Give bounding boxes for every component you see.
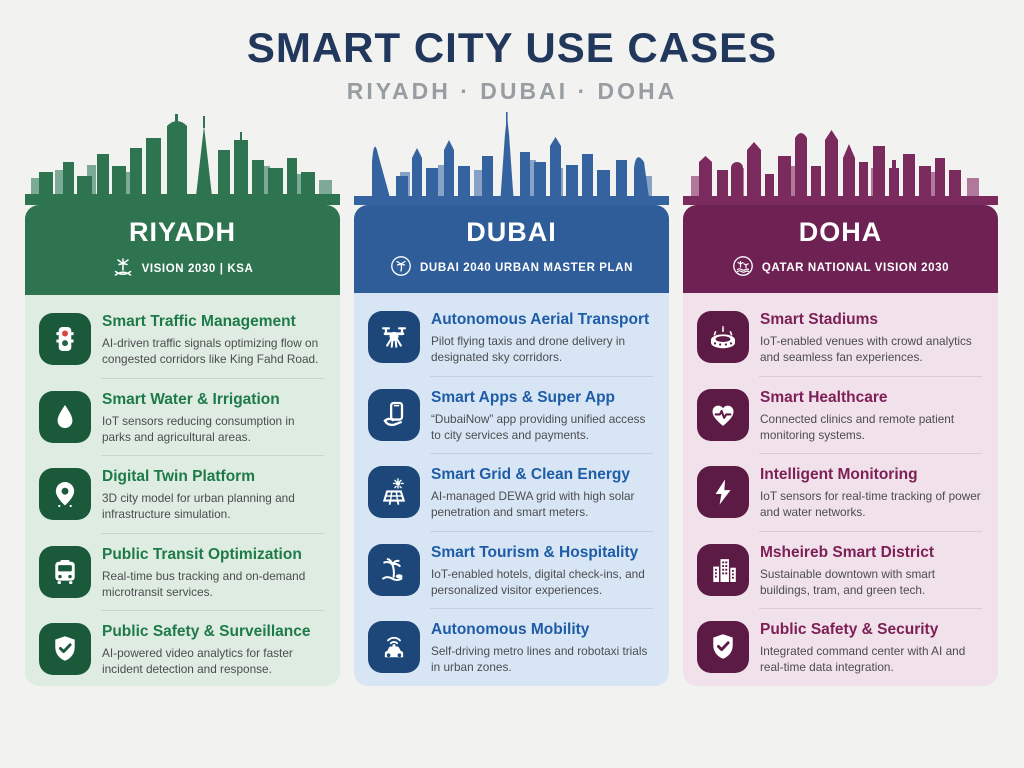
use-case-item: Smart Healthcare Connected clinics and r… bbox=[695, 387, 986, 444]
city-name: DUBAI bbox=[466, 217, 557, 247]
use-case-desc: Self-driving metro lines and robotaxi tr… bbox=[431, 644, 648, 675]
doha-skyline bbox=[683, 110, 998, 205]
use-case-title: Smart Grid & Clean Energy bbox=[431, 466, 630, 484]
use-case-title: Smart Apps & Super App bbox=[431, 388, 616, 406]
use-case-item: Msheireb Smart District Sustainable down… bbox=[695, 542, 986, 599]
divider bbox=[101, 455, 324, 457]
use-case-desc: IoT-enabled venues with crowd analytics … bbox=[760, 334, 972, 365]
palm-beach-icon bbox=[368, 543, 420, 596]
circle-palm-icon bbox=[390, 255, 412, 280]
use-case-item: Autonomous Mobility Self-driving metro l… bbox=[366, 619, 657, 676]
use-case-desc: 3D city model for urban planning and inf… bbox=[102, 491, 295, 522]
car-wifi-icon bbox=[368, 621, 420, 674]
riyadh-header: RIYADH VISION 2030 bbox=[25, 205, 340, 295]
use-case-item: Digital Twin Platform 3D city model for … bbox=[37, 466, 328, 523]
divider bbox=[759, 453, 982, 455]
use-case-desc: AI-managed DEWA grid with high solar pen… bbox=[431, 489, 635, 520]
use-case-desc: IoT sensors reducing consumption in park… bbox=[102, 413, 295, 444]
stadium-icon bbox=[697, 311, 749, 363]
solar-panel-icon bbox=[368, 466, 420, 519]
use-case-desc: IoT-enabled hotels, digital check-ins, a… bbox=[431, 566, 645, 597]
dubai-body: Autonomous Aerial Transport Pilot flying… bbox=[354, 293, 669, 686]
use-case-item: Smart Grid & Clean Energy AI-managed DEW… bbox=[366, 464, 657, 521]
use-case-title: Public Safety & Surveillance bbox=[102, 623, 311, 641]
lightning-bolt-icon bbox=[697, 466, 749, 519]
column-doha: DOHA QATAR NATIONAL bbox=[683, 110, 998, 686]
column-riyadh: RIYADH VISION 2030 bbox=[25, 110, 340, 686]
column-dubai: DUBAI DUBAI 2040 URBAN MASTER PLAN bbox=[354, 110, 669, 686]
use-case-desc: IoT sensors for real-time tracking of po… bbox=[760, 489, 981, 520]
divider bbox=[101, 377, 324, 379]
water-drop-icon bbox=[39, 390, 91, 443]
use-case-desc: Pilot flying taxis and drone delivery in… bbox=[431, 334, 626, 365]
use-case-title: Autonomous Mobility bbox=[431, 621, 590, 639]
page-subtitle: RIYADH · DUBAI · DOHA bbox=[346, 78, 678, 104]
phone-hand-icon bbox=[368, 388, 420, 441]
page-title: SMART CITY USE CASES bbox=[246, 24, 778, 71]
use-case-title: Digital Twin Platform bbox=[102, 468, 255, 486]
riyadh-body: Smart Traffic Management AI-driven traff… bbox=[25, 295, 340, 686]
use-case-item: Smart Water & Irrigation IoT sensors red… bbox=[37, 389, 328, 446]
divider bbox=[759, 375, 982, 377]
divider bbox=[430, 375, 653, 377]
use-case-desc: Integrated command center with AI and re… bbox=[760, 644, 966, 675]
use-case-desc: Connected clinics and remote patient mon… bbox=[760, 411, 955, 442]
use-case-item: Smart Traffic Management AI-driven traff… bbox=[37, 311, 328, 368]
use-case-item: Public Transit Optimization Real-time bu… bbox=[37, 544, 328, 601]
use-case-title: Public Transit Optimization bbox=[102, 545, 302, 563]
use-case-desc: AI-driven traffic signals optimizing flo… bbox=[102, 336, 319, 367]
use-case-desc: “DubaiNow” app providing unified access … bbox=[431, 411, 646, 442]
shield-check-icon bbox=[39, 623, 91, 676]
use-case-item: Smart Stadiums IoT-enabled venues with c… bbox=[695, 309, 986, 366]
use-case-title: Smart Tourism & Hospitality bbox=[431, 543, 639, 561]
saudi-palm-swords-icon bbox=[112, 255, 134, 282]
use-case-title: Smart Stadiums bbox=[760, 311, 879, 328]
use-case-desc: AI-powered video analytics for faster in… bbox=[102, 646, 293, 677]
use-case-item: Public Safety & Security Integrated comm… bbox=[695, 619, 986, 676]
use-case-desc: Real-time bus tracking and on-demand mic… bbox=[102, 568, 306, 599]
bus-icon bbox=[39, 545, 91, 598]
buildings-icon bbox=[697, 543, 749, 596]
divider bbox=[101, 610, 324, 612]
circle-palms-waves-icon bbox=[732, 255, 754, 280]
program-label: DUBAI 2040 URBAN MASTER PLAN bbox=[420, 261, 633, 274]
use-case-item: Autonomous Aerial Transport Pilot flying… bbox=[366, 309, 657, 366]
dubai-header: DUBAI DUBAI 2040 URBAN MASTER PLAN bbox=[354, 205, 669, 293]
riyadh-skyline bbox=[25, 110, 340, 205]
dubai-skyline bbox=[354, 110, 669, 205]
divider bbox=[430, 608, 653, 610]
heart-pulse-icon bbox=[697, 388, 749, 441]
city-columns: RIYADH VISION 2030 bbox=[25, 110, 998, 686]
use-case-title: Msheireb Smart District bbox=[760, 543, 934, 561]
use-case-title: Public Safety & Security bbox=[760, 621, 939, 639]
use-case-item: Public Safety & Surveillance AI-powered … bbox=[37, 621, 328, 678]
doha-header: DOHA QATAR NATIONAL bbox=[683, 205, 998, 293]
use-case-title: Smart Traffic Management bbox=[102, 313, 296, 330]
use-case-desc: Sustainable downtown with smart building… bbox=[760, 566, 936, 597]
divider bbox=[101, 532, 324, 534]
use-case-title: Smart Healthcare bbox=[760, 388, 888, 406]
use-case-item: Smart Apps & Super App “DubaiNow” app pr… bbox=[366, 387, 657, 444]
shield-check-icon bbox=[697, 621, 749, 674]
use-case-item: Intelligent Monitoring IoT sensors for r… bbox=[695, 464, 986, 521]
divider bbox=[430, 453, 653, 455]
program-label: VISION 2030 | KSA bbox=[141, 262, 254, 275]
city-name: RIYADH bbox=[128, 217, 237, 247]
use-case-title: Autonomous Aerial Transport bbox=[431, 311, 650, 328]
use-case-title: Smart Water & Irrigation bbox=[102, 390, 280, 408]
use-case-title: Intelligent Monitoring bbox=[760, 466, 918, 484]
map-pin-icon bbox=[39, 468, 91, 521]
city-name: DOHA bbox=[798, 217, 883, 247]
divider bbox=[759, 608, 982, 610]
program-label: QATAR NATIONAL VISION 2030 bbox=[761, 261, 950, 274]
divider bbox=[430, 530, 653, 532]
divider bbox=[759, 530, 982, 532]
doha-body: Smart Stadiums IoT-enabled venues with c… bbox=[683, 293, 998, 686]
traffic-light-icon bbox=[39, 313, 91, 365]
drone-icon bbox=[368, 311, 420, 363]
use-case-item: Smart Tourism & Hospitality IoT-enabled … bbox=[366, 542, 657, 599]
